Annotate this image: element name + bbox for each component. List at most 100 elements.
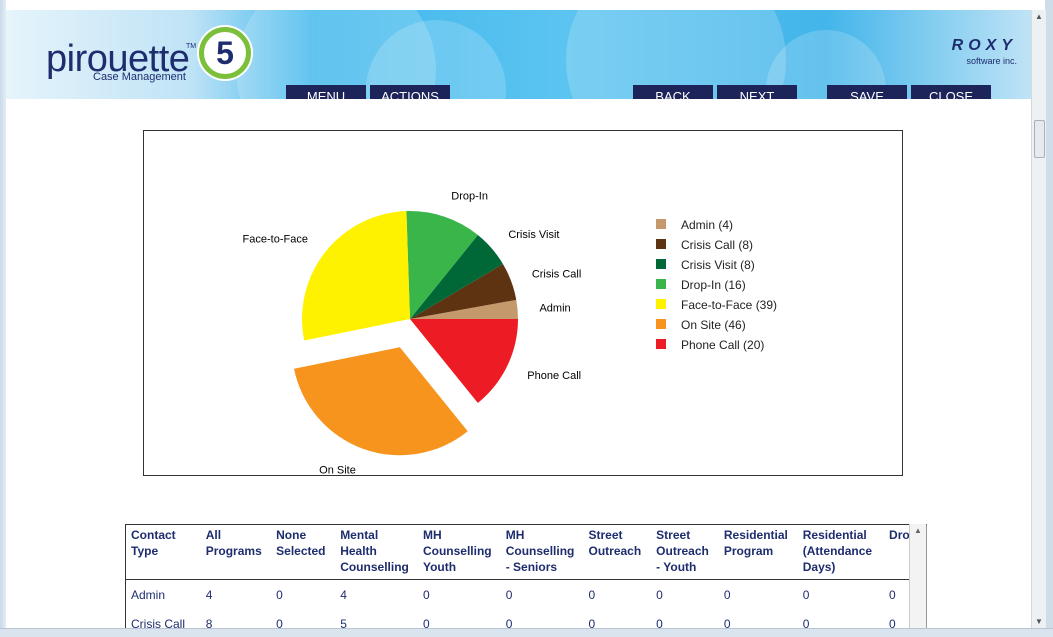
menu-button[interactable]: MENU	[286, 85, 366, 99]
legend-swatch	[656, 299, 666, 309]
table-body: Admin 4 0 4 0 0 0 0 0 0 0 Crisis Call 8 0 5 0 0 0 0 0 0 0	[126, 580, 926, 636]
legend-swatch	[656, 259, 666, 269]
app-logo-text: pirouette	[46, 38, 190, 80]
table-cell: Admin	[131, 587, 166, 602]
column-header[interactable]: Street Outreach - Youth	[651, 525, 719, 580]
legend-label: On Site (46)	[681, 318, 746, 332]
column-header[interactable]: Contact Type	[126, 525, 201, 580]
table-cell: 5	[340, 616, 347, 631]
column-header-line: Counselling	[340, 560, 409, 574]
app-logo-subtitle: Case Management	[93, 71, 186, 83]
table-cell: 0	[588, 616, 596, 631]
pie-slice	[410, 299, 518, 319]
column-header-line: Outreach	[656, 544, 709, 558]
column-header-line: Youth	[422, 560, 457, 574]
legend-swatch	[656, 219, 666, 229]
scroll-down-arrow-icon[interactable]: ▼	[1035, 617, 1043, 626]
column-header-line: Street	[588, 528, 623, 542]
legend-label: Admin (4)	[681, 218, 733, 232]
column-header-line: Selected	[276, 544, 326, 558]
pie-slice-label: Drop-In	[451, 191, 488, 203]
table-cell: 4	[205, 587, 213, 602]
column-header[interactable]: Residential (Attendance Days)	[797, 525, 885, 580]
column-header-line: Counselling	[505, 544, 575, 558]
column-header-line: Type	[131, 544, 159, 558]
column-header-line: MH	[505, 528, 525, 542]
column-header[interactable]: Residential Program	[718, 525, 798, 580]
app-header: pirouette TM 5 Case Management ROXY soft…	[6, 10, 1031, 99]
column-header-line: Residential	[802, 528, 867, 542]
column-header[interactable]: None Selected	[271, 525, 336, 580]
column-header[interactable]: MH Counselling - Seniors	[500, 525, 584, 580]
column-header-line: (Attendance	[802, 544, 873, 558]
column-header-line: Contact	[131, 528, 176, 542]
scroll-thumb[interactable]	[1034, 120, 1045, 158]
table-cell: 4	[340, 587, 347, 602]
column-header[interactable]: All Programs	[200, 525, 272, 580]
column-header-line: Mental	[340, 528, 379, 542]
close-button[interactable]: CLOSE	[911, 85, 991, 99]
pie-slice-label: Crisis Visit	[508, 229, 559, 241]
contact-type-pie-chart: Admin Admin (4) Crisis Call Crisis Call (8)…	[143, 130, 903, 477]
table-cell: 0	[802, 587, 810, 602]
save-button[interactable]: SAVE	[827, 85, 907, 99]
table-cell: 0	[889, 587, 896, 602]
column-header-line: - Seniors	[505, 560, 558, 574]
legend-swatch	[656, 339, 666, 349]
back-button[interactable]: BACK	[633, 85, 713, 99]
column-header-line: Outreach	[588, 544, 642, 558]
column-header-line: Health	[340, 544, 377, 558]
legend-swatch	[656, 279, 666, 289]
column-header[interactable]: Street Outreach	[583, 525, 652, 580]
table-cell: 0	[276, 587, 283, 602]
header-bubble	[236, 10, 436, 99]
legend-swatch	[656, 239, 666, 249]
header-bubble	[566, 10, 786, 99]
next-button[interactable]: NEXT	[717, 85, 797, 99]
table-row[interactable]: Crisis Call 8 0 5 0 0 0 0 0 0 0	[126, 609, 926, 635]
table-cell: 0	[723, 587, 731, 602]
pie-slice-label: Crisis Call	[532, 269, 582, 281]
table-cell: 0	[422, 587, 430, 602]
legend-label: Crisis Visit (8)	[681, 258, 755, 272]
pie-slice-label: Face-to-Face	[243, 233, 308, 245]
table-cell: 0	[422, 616, 430, 631]
table-scrollbar[interactable]: ▲	[909, 524, 926, 634]
table-cell: 0	[656, 616, 663, 631]
contact-type-table: Contact Type All Programs None Selected Mental…	[125, 524, 927, 635]
column-header-line: Residential	[723, 528, 788, 542]
contact-table: Contact Type All Programs None Selected Mental…	[126, 525, 926, 635]
window-left-border	[0, 0, 6, 636]
pie-slice	[302, 211, 410, 341]
page-scrollbar[interactable]: ▲ ▼	[1031, 10, 1046, 628]
vendor-subtitle: software inc.	[966, 56, 1017, 66]
pie-slice	[410, 263, 517, 319]
column-header-line: MH	[422, 528, 442, 542]
table-cell: 0	[656, 587, 663, 602]
pie-slice	[410, 319, 518, 404]
pie-slice	[294, 347, 468, 456]
column-header[interactable]: MH Counselling Youth	[417, 525, 501, 580]
legend-swatch	[656, 319, 666, 329]
table-scroll-up-icon[interactable]: ▲	[914, 526, 922, 535]
actions-button[interactable]: ACTIONS	[370, 85, 450, 99]
column-header-line: Street	[656, 528, 691, 542]
pie-slice-label: Admin	[539, 302, 570, 314]
column-header[interactable]: Mental Health Counselling	[335, 525, 418, 580]
vendor-logo: ROXY software inc.	[952, 37, 1017, 66]
legend-label: Crisis Call (8)	[681, 238, 753, 252]
pie-slice-label: Phone Call	[527, 370, 581, 382]
column-header-line: - Youth	[656, 560, 697, 574]
legend-label: Phone Call (20)	[681, 338, 764, 352]
column-header-line: Program	[723, 544, 774, 558]
scroll-up-arrow-icon[interactable]: ▲	[1035, 12, 1043, 21]
pie-slice	[406, 211, 478, 319]
table-cell: 0	[723, 616, 731, 631]
column-header-line: Programs	[205, 544, 262, 558]
table-cell: 0	[276, 616, 283, 631]
column-header-line: Days)	[802, 560, 836, 574]
table-cell: 0	[802, 616, 810, 631]
legend-label: Face-to-Face (39)	[681, 298, 777, 312]
table-cell: 0	[505, 616, 513, 631]
table-row[interactable]: Admin 4 0 4 0 0 0 0 0 0 0	[126, 580, 926, 610]
